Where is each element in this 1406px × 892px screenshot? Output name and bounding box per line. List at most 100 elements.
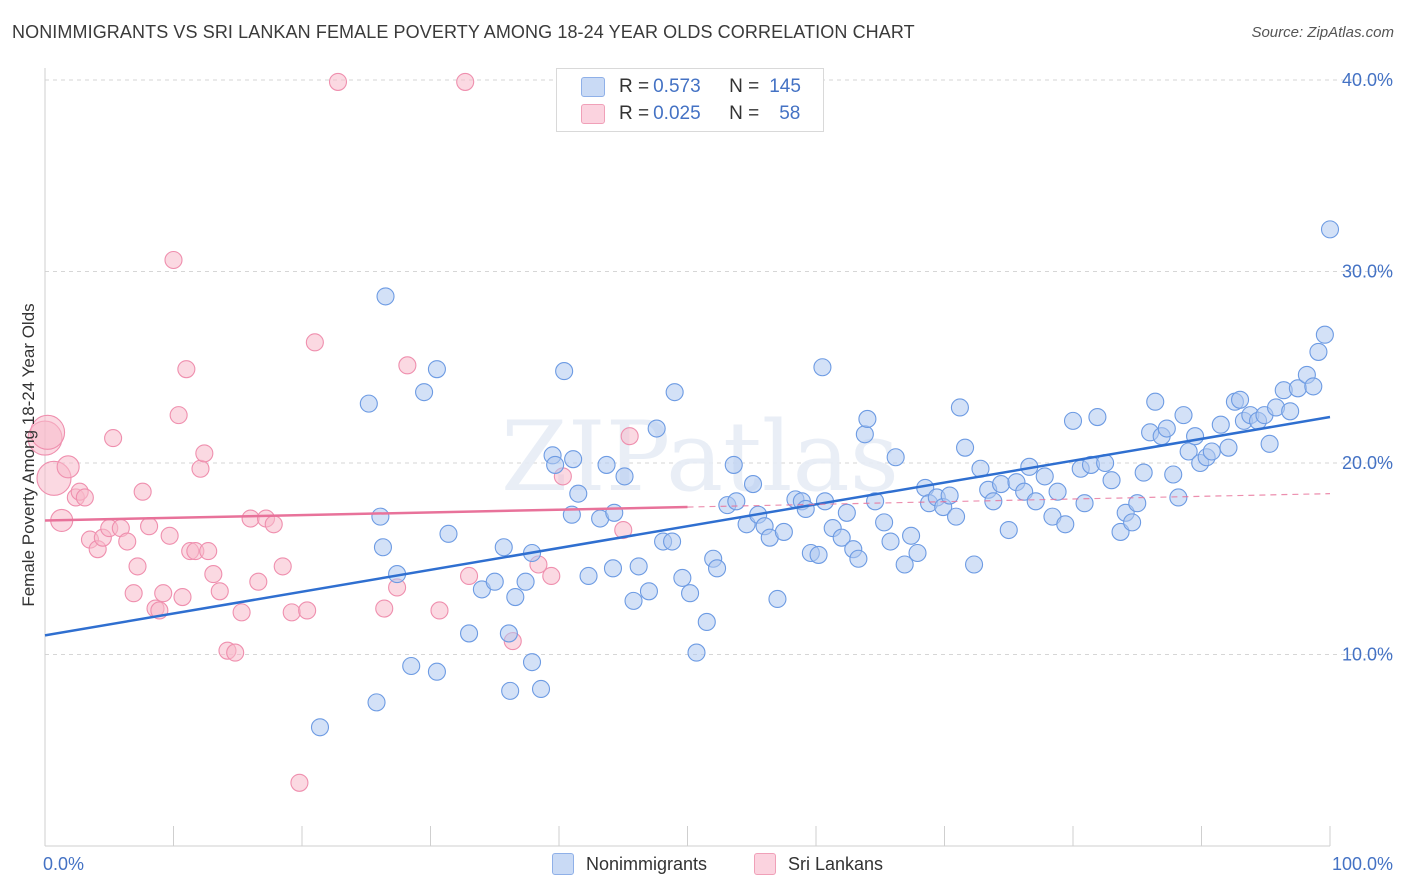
nonimmigrants-point — [687, 643, 706, 662]
nonimmigrants-point — [371, 507, 390, 526]
nonimmigrants-point — [724, 455, 743, 474]
nonimmigrants-point — [956, 438, 975, 457]
legend-n-value: 58 — [779, 103, 801, 124]
nonimmigrants-point — [1231, 390, 1250, 409]
y-tick-label: 20.0% — [1342, 453, 1393, 473]
legend-row-sri-lankans: R = 0.025 N = 58 — [581, 102, 800, 126]
nonimmigrants-point — [579, 566, 598, 586]
nonimmigrants-point — [1035, 467, 1054, 486]
nonimmigrants-point — [494, 538, 513, 557]
nonimmigrants-point — [639, 582, 659, 601]
nonimmigrants-point — [1088, 407, 1107, 427]
nonimmigrants-point — [629, 557, 648, 576]
nonimmigrants-point — [506, 587, 525, 607]
sri-lankans-point — [164, 250, 183, 270]
nonimmigrants-point — [665, 383, 684, 402]
x-tick-label: 0.0% — [43, 854, 84, 874]
nonimmigrants-point — [415, 383, 434, 402]
sri-lankans-trend-extension — [687, 493, 1331, 508]
nonimmigrants-point — [875, 513, 894, 532]
y-tick-label: 10.0% — [1342, 645, 1393, 665]
nonimmigrants-point — [886, 448, 905, 467]
nonimmigrants-point — [902, 526, 921, 545]
bottom-legend-label: Nonimmigrants — [586, 853, 708, 874]
tick-labels: 10.0% 20.0% 30.0% 40.0% 0.0% 100.0% — [43, 70, 1393, 874]
nonimmigrants-point — [367, 693, 386, 712]
nonimmigrants-point — [459, 624, 479, 643]
sri-lankans-point — [210, 582, 229, 601]
sri-lankans-point — [133, 482, 152, 501]
nonimmigrants-point — [485, 572, 504, 591]
nonimmigrants-point — [809, 545, 828, 564]
sri-lankans-point — [398, 356, 417, 375]
nonimmigrants-point — [950, 398, 969, 417]
sri-lankans-point — [298, 601, 317, 620]
nonimmigrants-point — [999, 520, 1018, 540]
legend-swatch-blue — [581, 77, 605, 97]
nonimmigrants-point — [597, 455, 616, 474]
nonimmigrants-point — [310, 718, 330, 737]
nonimmigrants-point — [837, 503, 856, 522]
bottom-legend-swatch-blue — [552, 853, 574, 875]
x-tick-label: 100.0% — [1332, 854, 1393, 874]
sri-lankans-point — [375, 599, 394, 618]
legend-r-value: 0.573 — [653, 76, 701, 97]
sri-lankans-point — [290, 773, 309, 792]
nonimmigrants-point — [849, 549, 868, 568]
y-axis-label: Female Poverty Among 18-24 Year Olds — [19, 303, 38, 606]
y-tick-label: 40.0% — [1342, 70, 1393, 90]
sri-lankans-point — [191, 459, 210, 478]
correlation-legend: R = 0.573 N = 145 R = 0.025 N = 58 — [556, 68, 824, 132]
nonimmigrants-point — [1048, 482, 1067, 501]
nonimmigrants-point — [895, 555, 914, 574]
bottom-legend-swatch-pink — [754, 853, 776, 875]
nonimmigrants-point — [1056, 515, 1075, 534]
nonimmigrants-point — [813, 358, 832, 377]
nonimmigrants-trend-line — [44, 415, 1331, 637]
nonimmigrants-point — [774, 522, 793, 541]
sri-lankans-point — [226, 643, 245, 662]
sri-lankans-point — [614, 520, 633, 540]
sri-lankans-point — [456, 72, 475, 91]
y-tick-label: 30.0% — [1342, 262, 1393, 282]
nonimmigrants-point — [796, 499, 815, 519]
sri-lankans-point — [264, 515, 283, 534]
nonimmigrants-point — [376, 287, 395, 306]
nonimmigrants-point — [866, 492, 885, 511]
nonimmigrants-point — [881, 532, 900, 551]
sri-lankans-point — [169, 406, 188, 425]
sri-lankans-point — [195, 444, 214, 463]
legend-n-label: N = — [729, 76, 760, 97]
sri-lankans-point — [430, 601, 449, 620]
nonimmigrants-point — [624, 591, 643, 610]
sri-lankans-point — [104, 429, 123, 448]
nonimmigrants-point — [727, 492, 746, 511]
nonimmigrants-point — [546, 455, 565, 474]
sri-lankans-point — [273, 557, 292, 576]
nonimmigrants-point — [1102, 471, 1121, 490]
nonimmigrants-point — [1304, 377, 1323, 396]
nonimmigrants-point — [1075, 494, 1094, 513]
sri-lankans-point — [177, 360, 196, 379]
nonimmigrants-point — [605, 503, 624, 522]
legend-n-label: N = — [729, 103, 760, 124]
nonimmigrants-point — [402, 656, 421, 676]
nonimmigrants-point — [564, 450, 583, 469]
nonimmigrants-point — [531, 679, 551, 699]
sri-lankans-point — [204, 565, 223, 584]
nonimmigrants-point — [681, 584, 700, 603]
nonimmigrants-point — [768, 589, 787, 609]
nonimmigrants-point — [522, 653, 542, 672]
sri-lankans-point — [542, 566, 561, 586]
nonimmigrants-point — [603, 559, 623, 578]
nonimmigrants-point — [501, 681, 520, 700]
sri-lankans-point — [305, 333, 324, 352]
nonimmigrants-point — [1179, 442, 1198, 461]
nonimmigrants-point — [858, 409, 877, 429]
nonimmigrants-point — [1174, 406, 1193, 425]
sri-lankans-point — [459, 566, 479, 586]
nonimmigrants-point — [663, 532, 682, 551]
nonimmigrants-point — [940, 486, 959, 505]
sri-lankans-point — [30, 414, 66, 450]
nonimmigrants-point — [1134, 463, 1153, 482]
